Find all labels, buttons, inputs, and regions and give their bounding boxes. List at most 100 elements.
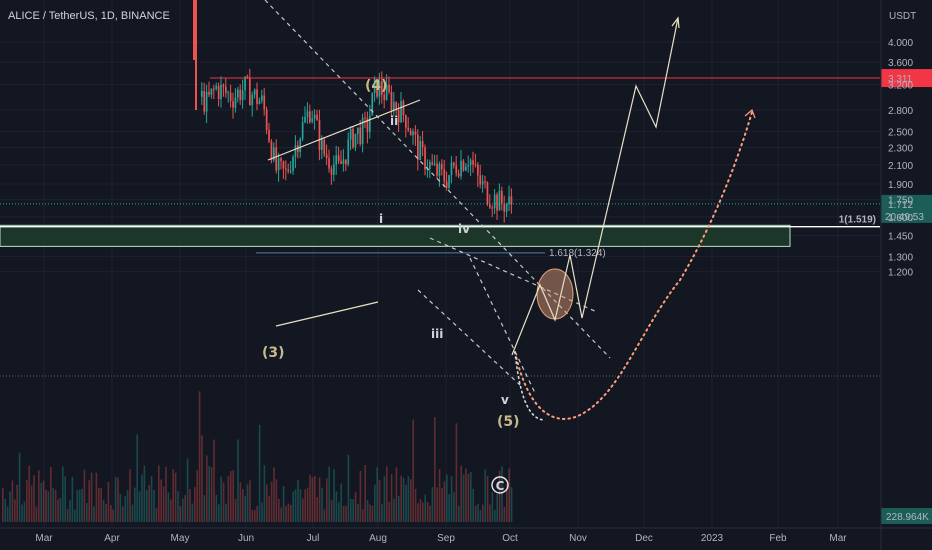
volume-bar (496, 493, 498, 522)
volume-bar (374, 484, 376, 522)
volume-bar (64, 476, 66, 522)
volume-bar (148, 485, 150, 522)
candle-body (225, 86, 227, 93)
volume-bar (412, 419, 414, 522)
wave4-lower-line (275, 301, 379, 327)
volume-bar (292, 491, 294, 522)
volume-bar (438, 469, 441, 522)
candle-body (342, 159, 345, 164)
candle-body (501, 190, 503, 204)
candle-body (417, 134, 419, 160)
candle-body (373, 79, 376, 93)
volume-bar (462, 474, 465, 522)
y-tick-label: 2.800 (888, 106, 913, 117)
candle-body (275, 147, 278, 171)
candle-body (438, 163, 441, 176)
volume-bar (95, 472, 98, 522)
volume-bar (402, 478, 405, 522)
candle-body (299, 138, 302, 153)
wave-label-3: (3) (262, 345, 285, 361)
candle-body (318, 120, 321, 150)
volume-bar (102, 499, 105, 522)
volume-bar (383, 475, 386, 522)
breakout-ellipse (536, 268, 574, 320)
volume-bar (184, 495, 186, 522)
volume-bar (213, 439, 215, 522)
currency-label: USDT (889, 11, 916, 22)
wedge-line (469, 257, 537, 396)
volume-bar (494, 509, 496, 522)
volume-bar (299, 489, 302, 522)
candle-body (306, 111, 309, 117)
candle-body (383, 94, 386, 100)
candle-body (407, 127, 410, 131)
volume-bar (395, 467, 398, 522)
wave-label-iii: iii (431, 327, 443, 341)
candle-body (491, 207, 494, 209)
volume-bar (352, 499, 354, 522)
candle-body (328, 157, 330, 169)
volume-bar (38, 470, 40, 522)
candle-body (405, 115, 407, 128)
candle-body (201, 91, 203, 97)
volume-bar (76, 490, 78, 522)
candle-body (265, 109, 268, 130)
candle-body (424, 147, 426, 170)
candle-body (498, 190, 501, 211)
volume-bar (359, 470, 362, 522)
candle-body (253, 89, 256, 95)
volume-bar (388, 502, 390, 522)
candle-body (371, 92, 374, 116)
volume-bar (294, 489, 297, 522)
volume-bar (347, 454, 350, 522)
candle-body (385, 84, 388, 100)
volume-bar (350, 498, 352, 522)
volume-bar (47, 491, 50, 522)
candle-body (232, 101, 234, 108)
volume-bar (436, 487, 438, 522)
y-tick-label: 1.900 (888, 180, 913, 191)
candle-body (345, 159, 347, 165)
candle-body (366, 118, 369, 132)
candle-body (364, 117, 366, 119)
volume-bar (90, 472, 93, 522)
volume-bar (93, 506, 95, 522)
volume-bar (189, 489, 191, 522)
y-tick-label: 4.000 (888, 38, 913, 49)
candle-body (477, 164, 479, 176)
volume-bar (311, 477, 314, 522)
candle-body (455, 165, 458, 174)
volume-bar (386, 466, 388, 522)
volume-bar (143, 465, 146, 522)
candle-body (349, 128, 352, 140)
candle-body (369, 115, 371, 132)
volume-bar (107, 481, 110, 522)
volume-bar (309, 474, 311, 522)
volume-tag-label: 228.964K (886, 512, 929, 523)
volume-bar (232, 470, 234, 522)
wave-label-4: (4) (365, 78, 388, 94)
candle-body (474, 164, 477, 166)
candle-body (256, 89, 258, 104)
y-tick-label: 1.300 (888, 252, 913, 263)
candle-body (397, 109, 400, 123)
volume-bar (62, 466, 64, 522)
candle-body (390, 91, 393, 111)
volume-bar (158, 465, 160, 522)
volume-bar (323, 509, 326, 522)
x-tick-label: Sep (437, 533, 455, 544)
candle-body (229, 92, 232, 102)
volume-bar (54, 489, 57, 522)
volume-bar (162, 486, 165, 522)
volume-bar (268, 496, 270, 522)
volume-bar (2, 487, 4, 522)
x-tick-label: Nov (569, 533, 587, 544)
candle-body (381, 81, 383, 95)
volume-bar (378, 480, 381, 522)
volume-bar (422, 502, 424, 522)
volume-bar (354, 492, 357, 522)
candle-body (294, 145, 297, 157)
candle-body (433, 163, 436, 165)
y-tick-label: 2.300 (888, 144, 913, 155)
candle-body (239, 89, 242, 101)
